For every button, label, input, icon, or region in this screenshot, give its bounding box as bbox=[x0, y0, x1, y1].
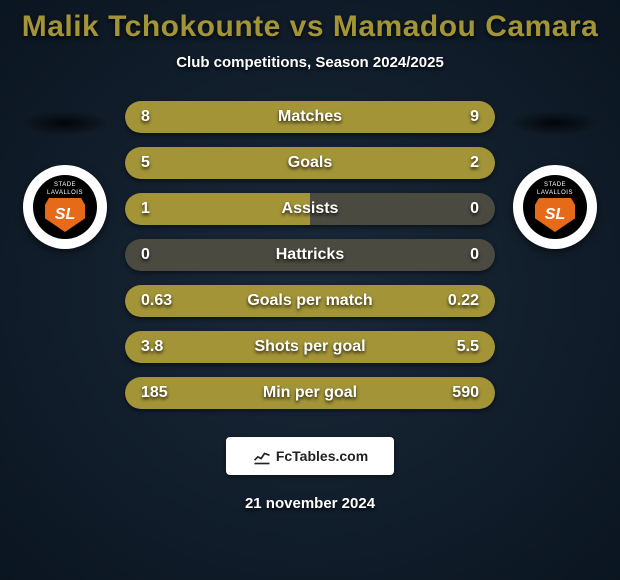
club-badge-right: STADE LAVALLOIS SL bbox=[513, 165, 597, 249]
stat-value-right: 590 bbox=[419, 384, 479, 402]
club-arc-top-left: STADE bbox=[54, 182, 76, 188]
chart-icon bbox=[252, 446, 272, 466]
stat-label: Goals per match bbox=[201, 292, 419, 310]
stat-label: Hattricks bbox=[201, 246, 419, 264]
stat-value-right: 0 bbox=[419, 246, 479, 264]
stat-label: Matches bbox=[201, 108, 419, 126]
club-badge-inner-left: STADE LAVALLOIS SL bbox=[45, 182, 85, 232]
stat-label: Shots per goal bbox=[201, 338, 419, 356]
stat-value-right: 0.22 bbox=[419, 292, 479, 310]
title: Malik Tchokounte vs Mamadou Camara bbox=[0, 10, 620, 44]
player-shadow-right bbox=[510, 111, 600, 135]
date-text: 21 november 2024 bbox=[0, 495, 620, 512]
stat-value-left: 8 bbox=[141, 108, 201, 126]
stat-value-right: 9 bbox=[419, 108, 479, 126]
stat-label: Assists bbox=[201, 200, 419, 218]
stat-label: Goals bbox=[201, 154, 419, 172]
stat-value-right: 0 bbox=[419, 200, 479, 218]
comparison-card: Malik Tchokounte vs Mamadou Camara Club … bbox=[0, 0, 620, 580]
stat-row: 3.8Shots per goal5.5 bbox=[125, 331, 495, 363]
left-side: STADE LAVALLOIS SL bbox=[15, 101, 115, 249]
club-badge-left: STADE LAVALLOIS SL bbox=[23, 165, 107, 249]
club-arc-top-right: STADE bbox=[544, 182, 566, 188]
subtitle: Club competitions, Season 2024/2025 bbox=[0, 54, 620, 71]
stat-value-right: 5.5 bbox=[419, 338, 479, 356]
stat-value-left: 1 bbox=[141, 200, 201, 218]
club-badge-inner-right: STADE LAVALLOIS SL bbox=[535, 182, 575, 232]
club-arc-name-left: LAVALLOIS bbox=[47, 190, 83, 196]
stats-column: 8Matches95Goals21Assists00Hattricks00.63… bbox=[125, 101, 495, 409]
stat-value-left: 0 bbox=[141, 246, 201, 264]
stat-row: 5Goals2 bbox=[125, 147, 495, 179]
content-row: STADE LAVALLOIS SL 8Matches9 5Goals2 1Assi… bbox=[0, 101, 620, 409]
stat-row: 0Hattricks0 bbox=[125, 239, 495, 271]
stat-value-right: 2 bbox=[419, 154, 479, 172]
club-arc-name-right: LAVALLOIS bbox=[537, 190, 573, 196]
stat-row: 8Matches9 bbox=[125, 101, 495, 133]
player-shadow-left bbox=[20, 111, 110, 135]
stat-value-left: 185 bbox=[141, 384, 201, 402]
stat-row: 185Min per goal590 bbox=[125, 377, 495, 409]
stat-label: Min per goal bbox=[201, 384, 419, 402]
stat-row: 1Assists0 bbox=[125, 193, 495, 225]
club-shield-right: SL bbox=[535, 198, 575, 232]
fctables-label: FcTables.com bbox=[276, 448, 368, 464]
right-side: STADE LAVALLOIS SL bbox=[505, 101, 605, 249]
stat-value-left: 3.8 bbox=[141, 338, 201, 356]
stat-value-left: 5 bbox=[141, 154, 201, 172]
club-shield-left: SL bbox=[45, 198, 85, 232]
stat-row: 0.63Goals per match0.22 bbox=[125, 285, 495, 317]
fctables-badge[interactable]: FcTables.com bbox=[226, 437, 394, 475]
stat-value-left: 0.63 bbox=[141, 292, 201, 310]
